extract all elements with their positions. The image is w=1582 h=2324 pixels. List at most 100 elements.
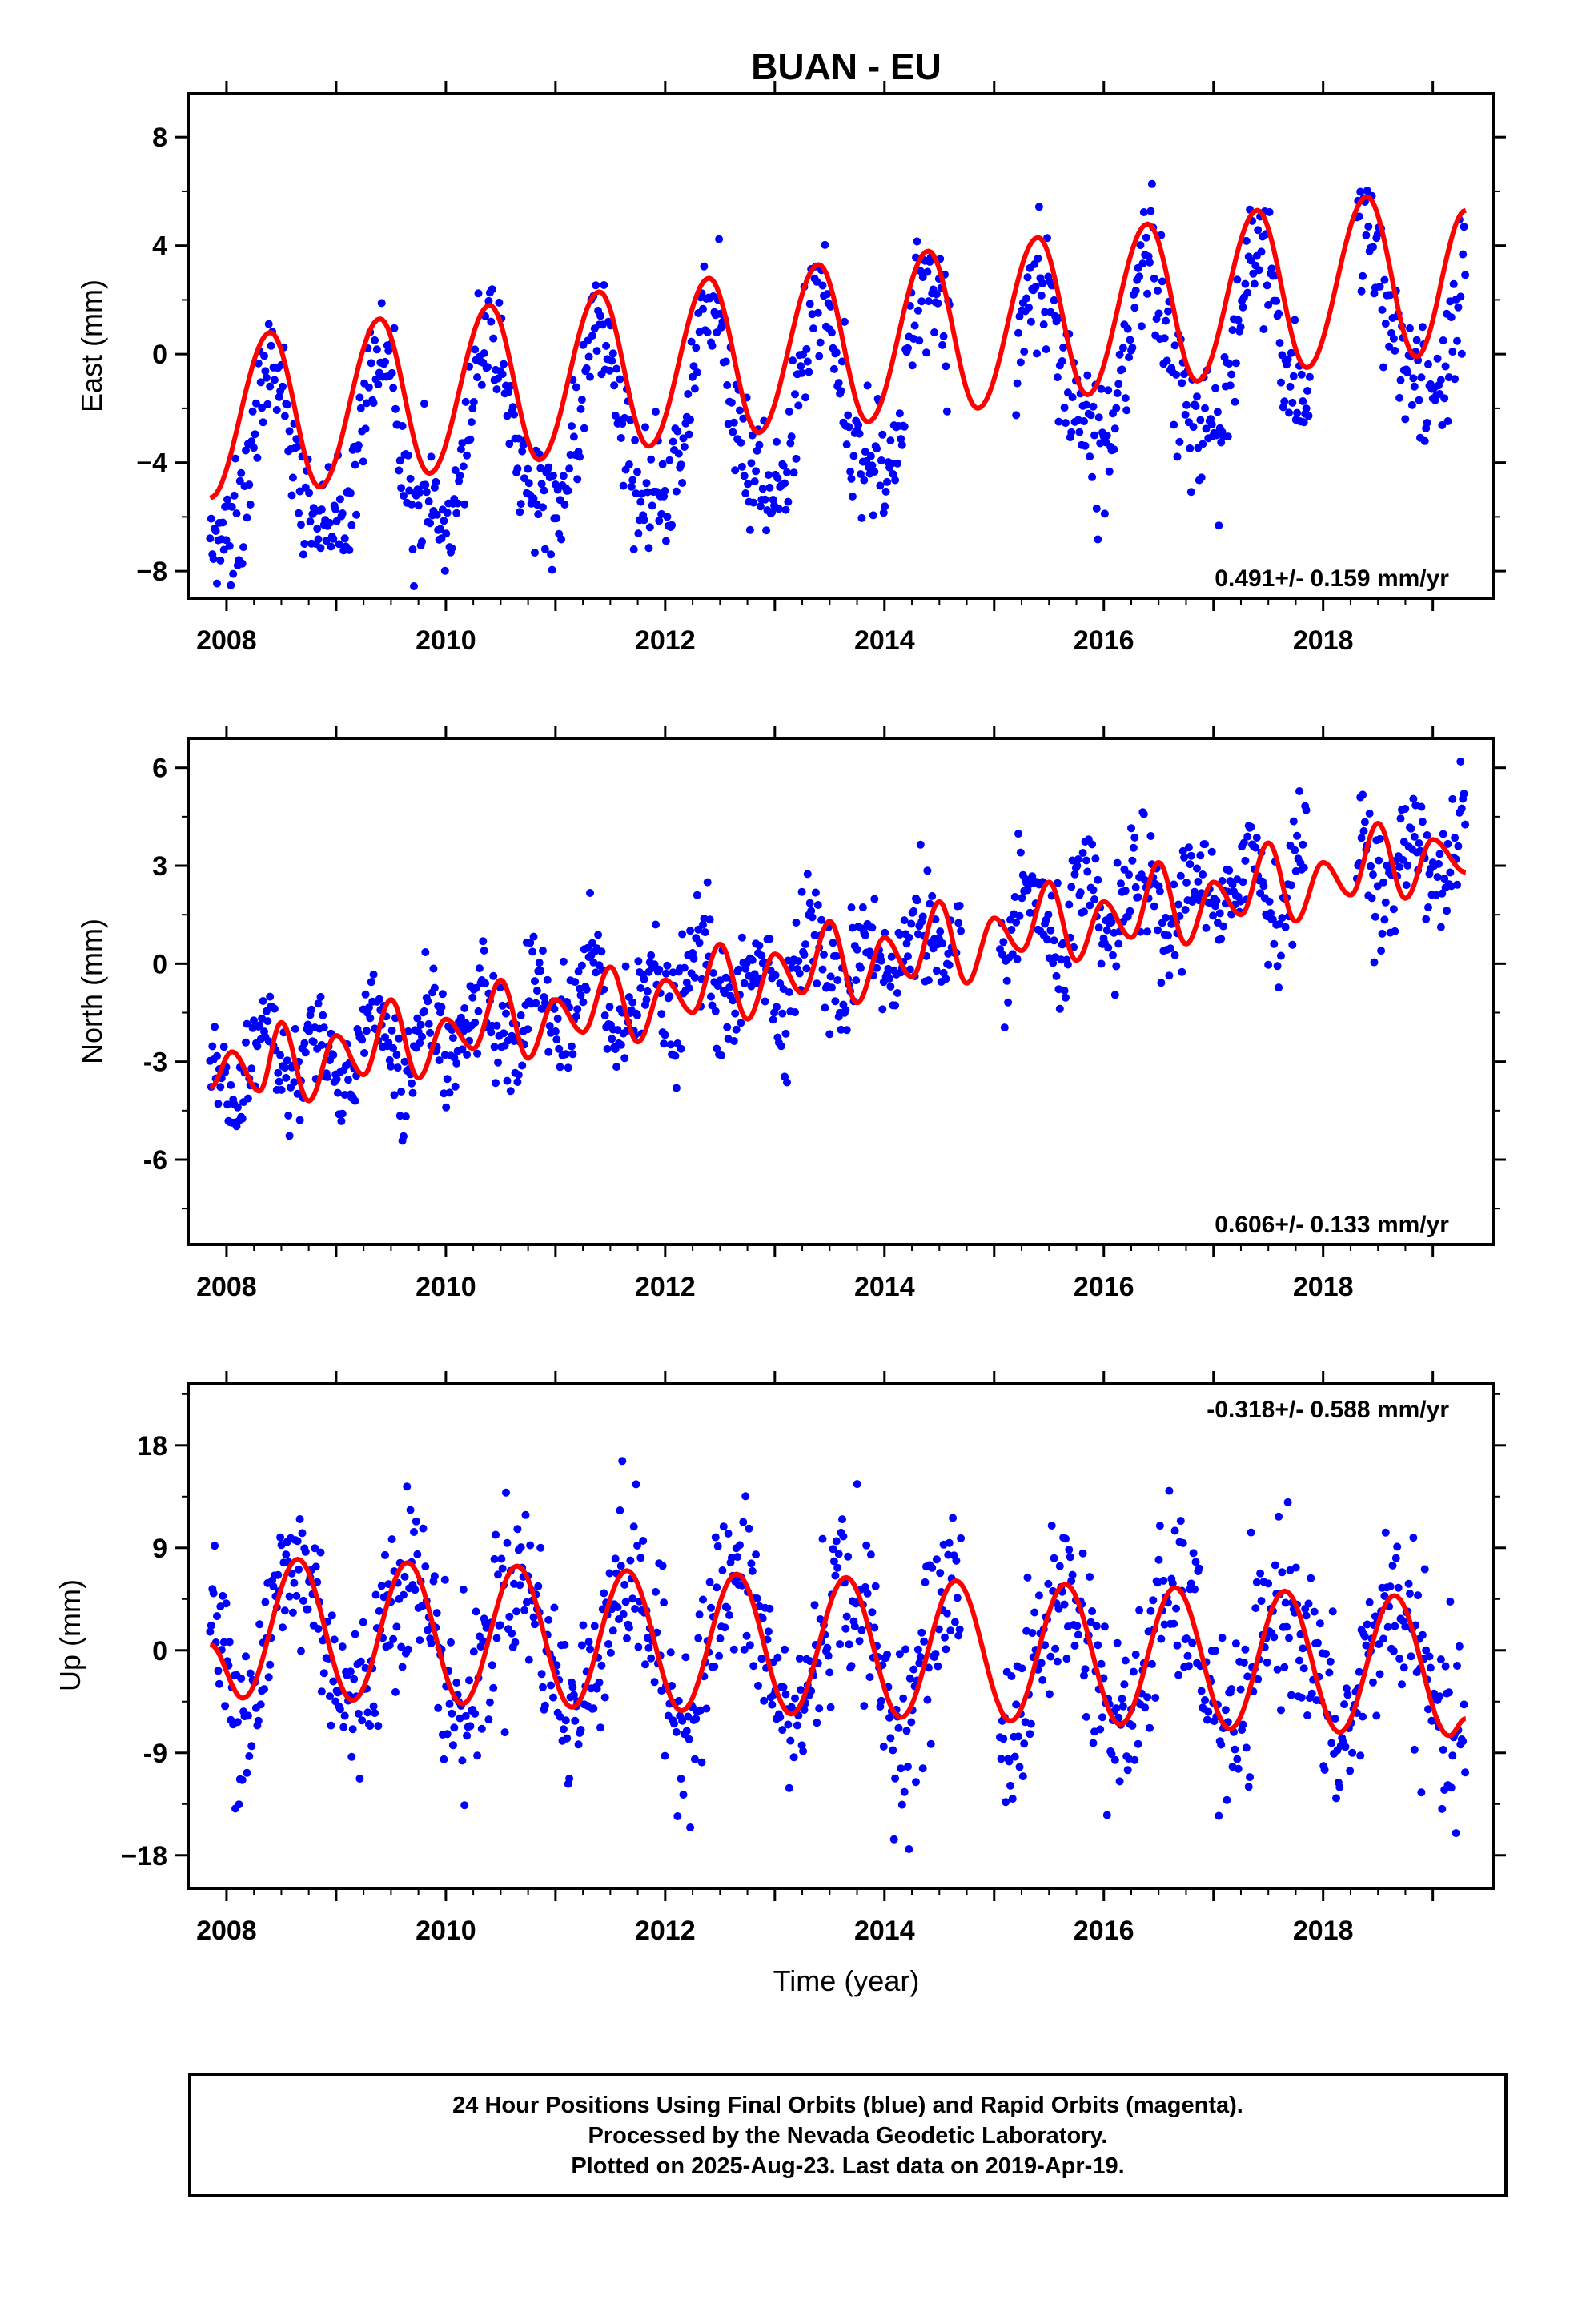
up-data-point: [1252, 1578, 1261, 1586]
east-data-point: [1081, 441, 1090, 450]
north-data-point: [344, 1076, 352, 1084]
north-data-point: [1259, 882, 1268, 891]
up-data-point: [677, 1775, 685, 1783]
north-data-point: [255, 1021, 264, 1030]
north-data-point: [1396, 814, 1405, 823]
up-data-point: [748, 1566, 757, 1575]
north-data-point: [800, 951, 809, 959]
up-data-point: [261, 1598, 270, 1606]
up-data-point: [1121, 1656, 1130, 1665]
east-data-point: [916, 267, 925, 275]
east-data-point: [1223, 432, 1232, 441]
east-data-point: [866, 452, 875, 460]
up-data-point: [1223, 1795, 1231, 1804]
east-data-point: [508, 403, 517, 412]
up-data-point: [1231, 1639, 1240, 1648]
up-data-point: [299, 1596, 307, 1605]
north-data-point: [1228, 880, 1237, 889]
up-data-point: [639, 1537, 648, 1545]
up-data-point: [1054, 1604, 1063, 1613]
east-data-point: [1211, 384, 1219, 392]
east-data-point: [280, 412, 289, 420]
east-data-point: [818, 281, 827, 290]
east-data-point: [1386, 291, 1395, 300]
north-data-point: [778, 1009, 787, 1018]
east-data-point: [1373, 230, 1382, 239]
up-data-point: [288, 1608, 297, 1617]
up-data-point: [619, 1610, 628, 1618]
east-data-point: [774, 505, 783, 513]
east-data-point: [669, 437, 677, 446]
east-data-point: [267, 341, 275, 350]
up-data-point: [934, 1625, 943, 1634]
up-data-point: [800, 1706, 809, 1714]
north-data-point: [1402, 881, 1411, 890]
up-data-point: [571, 1716, 580, 1725]
east-data-point: [238, 559, 247, 568]
east-data-point: [1439, 336, 1447, 344]
up-data-point: [1046, 1652, 1055, 1661]
north-data-point: [1044, 911, 1053, 919]
north-data-point: [223, 1100, 231, 1109]
figure-title: BUAN - EU: [751, 46, 942, 87]
north-data-point: [280, 1063, 289, 1072]
up-data-point: [1375, 1640, 1383, 1649]
north-data-point: [1067, 883, 1076, 891]
up-data-point: [1065, 1546, 1074, 1554]
north-data-point: [711, 1007, 720, 1015]
east-data-point: [785, 408, 793, 416]
north-data-point: [317, 1041, 326, 1049]
up-data-point: [1195, 1564, 1203, 1573]
up-data-point: [650, 1678, 659, 1687]
north-data-point: [1012, 918, 1021, 927]
east-data-point: [207, 514, 215, 523]
north-data-point: [1264, 960, 1273, 969]
up-data-point: [716, 1634, 725, 1642]
north-data-point: [1117, 879, 1125, 888]
up-data-point: [458, 1756, 467, 1765]
up-data-point: [942, 1645, 950, 1654]
up-data-point: [209, 1589, 218, 1598]
up-data-point: [447, 1638, 455, 1647]
east-data-point: [729, 428, 737, 436]
up-data-point: [1239, 1720, 1247, 1729]
east-data-point: [338, 509, 347, 517]
up-data-point: [781, 1690, 790, 1699]
north-data-point: [690, 973, 699, 982]
east-data-point: [514, 434, 523, 443]
up-data-point: [215, 1679, 223, 1688]
north-data-point: [1091, 854, 1100, 863]
north-data-point: [1380, 915, 1389, 924]
east-data-point: [1025, 304, 1033, 312]
east-data-point: [432, 477, 440, 486]
up-data-point: [536, 1543, 545, 1552]
east-data-point: [1075, 428, 1084, 436]
east-y-axis: 840−4−8: [136, 123, 1506, 587]
east-data-point: [345, 545, 354, 554]
east-data-point: [823, 290, 832, 299]
east-data-point: [251, 430, 259, 439]
north-data-point: [647, 951, 656, 959]
north-data-point: [574, 967, 583, 976]
east-data-point: [801, 393, 809, 402]
north-data-point: [314, 999, 323, 1008]
east-data-point: [863, 381, 872, 390]
up-data-point: [883, 1650, 892, 1659]
up-data-point: [825, 1668, 834, 1677]
east-data-point: [351, 460, 359, 469]
up-data-point: [363, 1708, 372, 1717]
north-data-point: [717, 1051, 725, 1059]
up-data-point: [207, 1621, 215, 1630]
north-data-point: [498, 1001, 507, 1010]
up-data-point: [260, 1685, 268, 1694]
north-data-point: [1088, 840, 1097, 849]
up-data-point: [684, 1712, 693, 1721]
east-data-point: [453, 499, 462, 508]
up-data-point: [1203, 1715, 1211, 1724]
up-data-point: [1008, 1795, 1017, 1803]
east-data-point: [868, 461, 877, 470]
east-data-point: [225, 541, 234, 550]
east-data-point: [1094, 413, 1103, 422]
east-panel: 2008 2010 2012 2014 2016 2018 840−4−8 East (m…: [75, 81, 1506, 656]
up-data-point: [1452, 1829, 1460, 1838]
